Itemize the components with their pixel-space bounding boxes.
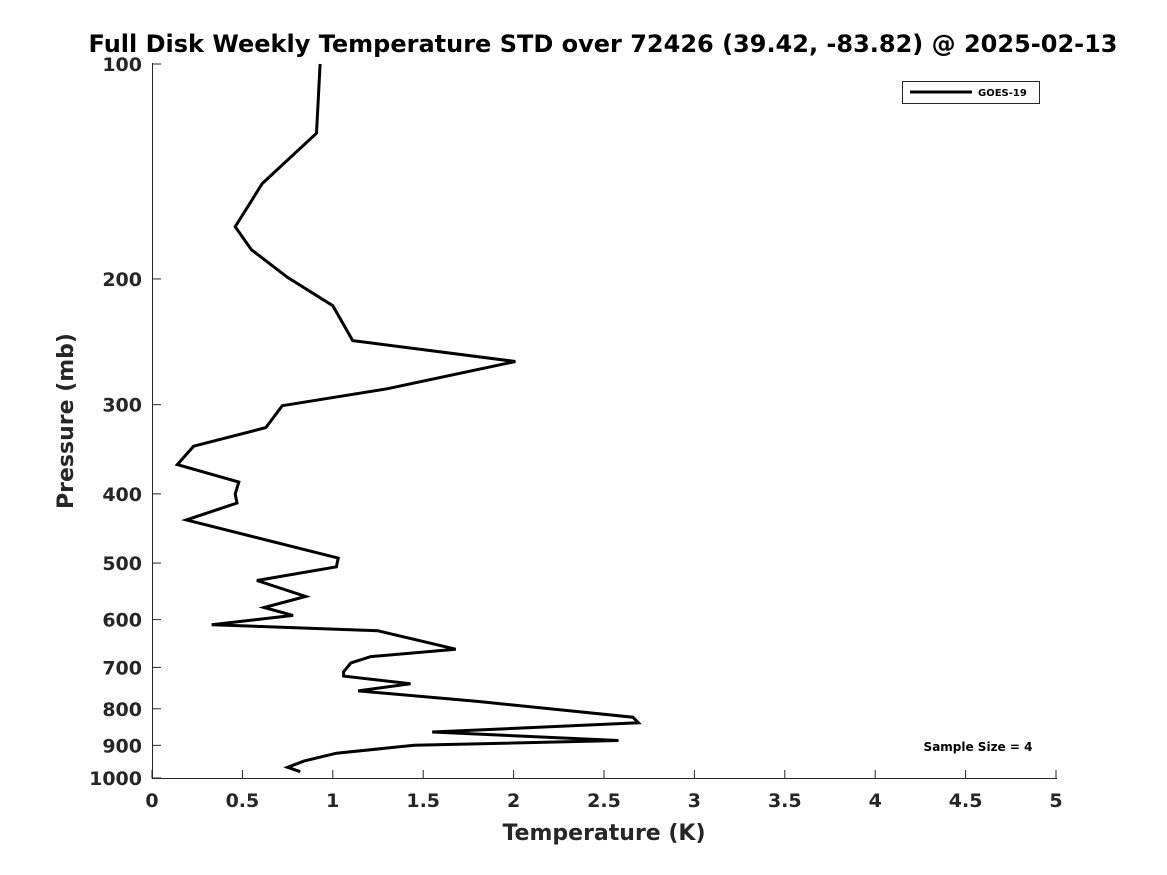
y-tick-label: 1000 bbox=[89, 768, 142, 790]
y-tick-label: 600 bbox=[102, 610, 142, 632]
x-tick-label: 4.5 bbox=[949, 790, 983, 812]
y-tick-label: 900 bbox=[102, 735, 142, 757]
y-tick-label: 500 bbox=[102, 553, 142, 575]
y-tick-label: 700 bbox=[102, 657, 142, 679]
x-tick-label: 0.5 bbox=[226, 790, 260, 812]
x-tick-label: 2 bbox=[507, 790, 520, 812]
x-tick-label: 0 bbox=[145, 790, 158, 812]
y-ticks: 100 200 300 400 500 600 700 800 900 1000 bbox=[89, 54, 161, 790]
series-group bbox=[174, 63, 642, 774]
x-tick-label: 5 bbox=[1049, 790, 1062, 812]
x-tick-label: 1.5 bbox=[406, 790, 440, 812]
y-tick-label: 300 bbox=[102, 395, 142, 417]
y-axis-label: Pressure (mb) bbox=[54, 333, 79, 509]
y-tick-label: 800 bbox=[102, 699, 142, 721]
chart-title: Full Disk Weekly Temperature STD over 72… bbox=[89, 30, 1118, 58]
x-ticks: 0 0.5 1 1.5 2 2.5 3 3.5 4 4.5 5 bbox=[145, 770, 1063, 812]
x-tick-label: 1 bbox=[326, 790, 339, 812]
legend-label-goes-19: GOES-19 bbox=[978, 88, 1027, 99]
y-tick-label: 200 bbox=[102, 269, 142, 291]
x-tick-label: 2.5 bbox=[587, 790, 621, 812]
x-axis-label: Temperature (K) bbox=[502, 821, 705, 846]
legend: GOES-19 bbox=[902, 81, 1040, 104]
y-tick-label: 400 bbox=[102, 484, 142, 506]
x-tick-label: 4 bbox=[869, 790, 882, 812]
x-tick-label: 3 bbox=[688, 790, 701, 812]
x-tick-label: 3.5 bbox=[768, 790, 802, 812]
series-line-goes-19 bbox=[174, 63, 642, 774]
sample-size-annotation: Sample Size = 4 bbox=[924, 740, 1033, 754]
y-tick-label: 100 bbox=[102, 54, 142, 76]
